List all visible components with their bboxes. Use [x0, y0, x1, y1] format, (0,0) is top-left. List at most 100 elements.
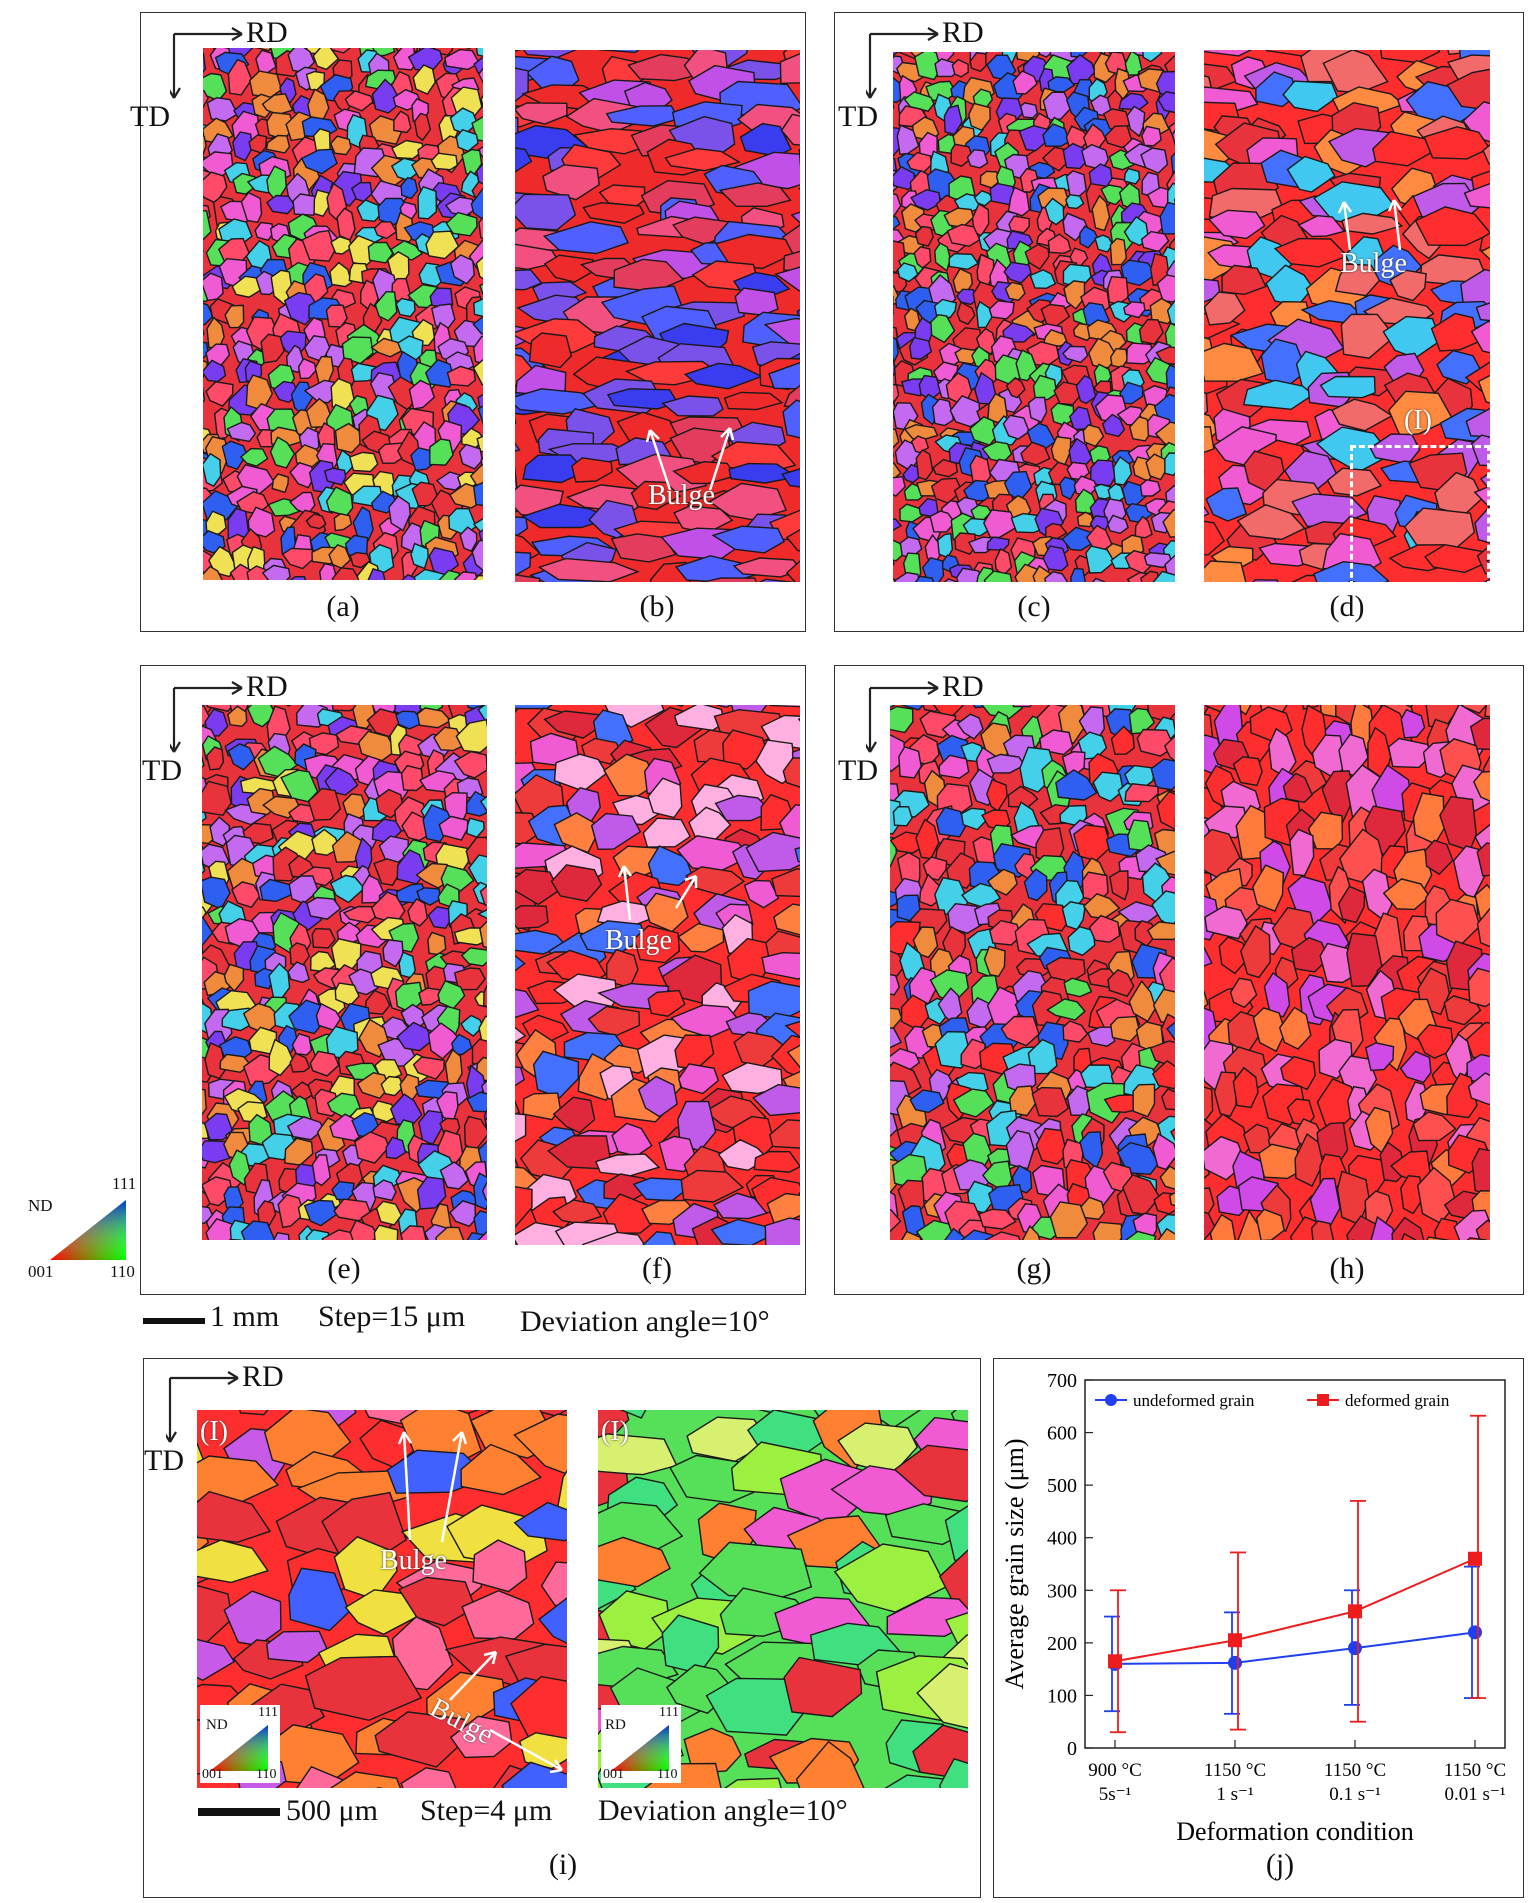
grain — [598, 50, 640, 54]
rd-ipf-legend-i: RD 111 001 110 — [601, 1705, 681, 1783]
grain — [306, 896, 342, 920]
grain — [1063, 280, 1086, 310]
grain — [786, 1044, 800, 1069]
grain — [1423, 126, 1490, 160]
grain — [1140, 570, 1160, 582]
grain — [556, 1469, 567, 1514]
grain — [304, 1655, 423, 1722]
scale-length-top: 1 mm — [210, 1300, 280, 1333]
grain — [966, 148, 989, 169]
grain — [1477, 374, 1490, 404]
ipf-map-d — [1204, 50, 1490, 582]
grain — [232, 172, 260, 195]
bulge-label-b: Bulge — [648, 480, 715, 511]
grain — [1042, 123, 1071, 147]
grain — [1005, 1129, 1035, 1170]
grain — [1075, 374, 1097, 405]
grain — [501, 1761, 567, 1788]
grain — [582, 201, 645, 224]
grain — [989, 919, 1022, 946]
grain — [413, 568, 448, 580]
grain — [349, 1219, 380, 1240]
grain — [226, 421, 257, 443]
rd-label: RD — [605, 1717, 626, 1733]
grain — [1092, 771, 1124, 803]
grain — [289, 575, 307, 580]
grain — [893, 165, 916, 191]
grain — [522, 1092, 561, 1121]
grain — [908, 336, 933, 360]
grain — [1126, 105, 1146, 138]
grain — [261, 564, 291, 580]
grain — [1466, 1237, 1487, 1240]
grain — [605, 105, 680, 127]
grain — [202, 780, 232, 817]
grain — [783, 250, 800, 273]
grain — [239, 1410, 269, 1416]
grain — [203, 209, 212, 241]
grain — [203, 328, 205, 337]
grain — [391, 1615, 454, 1691]
grain — [364, 989, 391, 1015]
grain — [475, 48, 483, 58]
label-111: 111 — [258, 1705, 278, 1720]
legend-label: undeformed grain — [1133, 1391, 1255, 1410]
label-001: 001 — [28, 1262, 54, 1281]
grain — [753, 1150, 800, 1173]
td-label: TD — [142, 754, 182, 787]
grain — [466, 1091, 487, 1113]
ipf-map-h — [1204, 705, 1490, 1240]
grain-texture — [1204, 705, 1490, 1240]
grain — [289, 461, 316, 489]
grain — [1087, 337, 1118, 369]
grain — [1138, 318, 1164, 345]
grain — [783, 1656, 863, 1718]
caption-j: (j) — [1265, 1848, 1295, 1881]
y-axis-label: Average grain size (μm) — [1000, 1439, 1029, 1690]
grain — [768, 361, 800, 390]
scale-bar-500um — [198, 1808, 280, 1816]
grain — [915, 448, 934, 481]
grain — [388, 495, 412, 532]
grain — [916, 1662, 968, 1729]
grain — [1157, 1227, 1175, 1240]
grain — [722, 729, 768, 770]
caption-e: (e) — [327, 1252, 361, 1285]
grain — [1382, 878, 1431, 911]
grain — [203, 134, 207, 157]
grain — [543, 254, 595, 283]
grain — [581, 1231, 646, 1245]
grain — [425, 230, 460, 260]
grain — [1218, 936, 1251, 975]
grain — [271, 473, 290, 494]
grain — [1310, 1220, 1335, 1240]
grain — [528, 332, 573, 369]
grain — [769, 705, 800, 708]
bulge-label-f: Bulge — [605, 925, 672, 956]
grain — [203, 52, 207, 74]
plot-frame — [1084, 1379, 1506, 1749]
grain — [1100, 184, 1128, 206]
grain — [445, 211, 478, 237]
grain — [1018, 124, 1049, 152]
grain — [1101, 413, 1126, 438]
grain — [1387, 390, 1454, 437]
grain — [400, 764, 424, 792]
grain — [893, 52, 899, 57]
grain — [1467, 967, 1490, 1008]
grain — [202, 1088, 207, 1116]
y-tick-label: 200 — [1047, 1633, 1077, 1655]
grain — [1125, 1230, 1157, 1240]
grain — [1155, 346, 1175, 365]
grain — [1092, 1221, 1124, 1240]
grain — [1044, 197, 1065, 226]
grain — [455, 718, 487, 754]
grain — [770, 1034, 800, 1079]
grain — [458, 443, 483, 470]
grain — [1079, 225, 1099, 249]
grain — [647, 989, 686, 1017]
ipf-map-g — [890, 705, 1175, 1240]
bulge-arrows-b — [645, 427, 735, 491]
grain — [781, 468, 800, 488]
grain — [893, 539, 908, 562]
